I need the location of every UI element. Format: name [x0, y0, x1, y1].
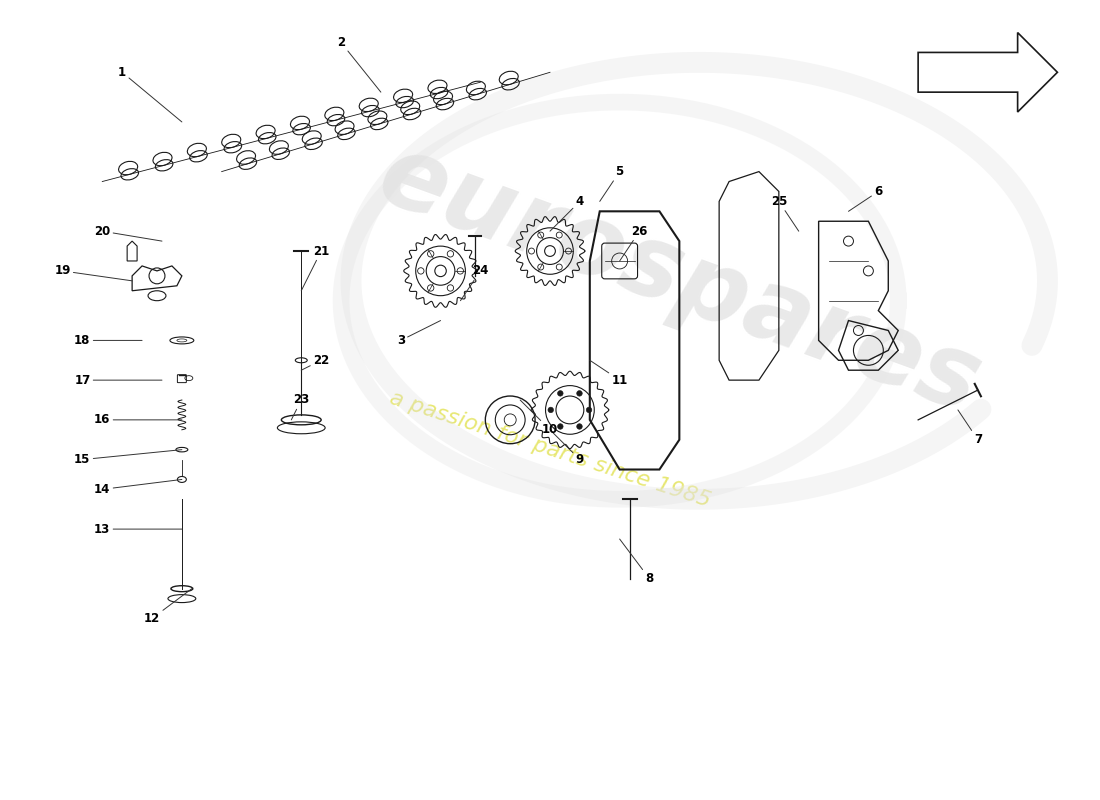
Circle shape	[548, 407, 553, 413]
Text: 17: 17	[74, 374, 162, 386]
Text: 12: 12	[144, 589, 191, 625]
Text: 19: 19	[54, 265, 132, 281]
Text: 9: 9	[550, 430, 584, 466]
Text: 10: 10	[520, 400, 558, 436]
Text: a passion for parts since 1985: a passion for parts since 1985	[387, 388, 713, 511]
Text: 13: 13	[95, 522, 182, 535]
Text: 6: 6	[848, 185, 882, 211]
Circle shape	[576, 424, 582, 430]
Text: 25: 25	[771, 195, 799, 231]
Text: 4: 4	[550, 195, 584, 231]
Circle shape	[586, 407, 592, 413]
Text: eurospares: eurospares	[365, 127, 993, 434]
Text: 23: 23	[292, 394, 309, 420]
Text: 7: 7	[958, 410, 982, 446]
Text: 21: 21	[301, 245, 329, 290]
Circle shape	[558, 390, 563, 396]
Text: 24: 24	[461, 265, 488, 301]
Text: 16: 16	[95, 414, 182, 426]
Circle shape	[558, 424, 563, 430]
Text: 1: 1	[118, 66, 182, 122]
Text: 15: 15	[74, 450, 182, 466]
Text: 26: 26	[619, 225, 648, 261]
Text: 8: 8	[619, 539, 653, 586]
Text: 2: 2	[337, 36, 381, 92]
Text: 22: 22	[301, 354, 329, 370]
Text: 5: 5	[600, 165, 624, 202]
Text: 11: 11	[590, 360, 628, 386]
Text: 20: 20	[95, 225, 162, 241]
Text: 14: 14	[95, 479, 182, 496]
Text: 3: 3	[397, 321, 441, 347]
Circle shape	[576, 390, 582, 396]
Text: 18: 18	[74, 334, 142, 347]
